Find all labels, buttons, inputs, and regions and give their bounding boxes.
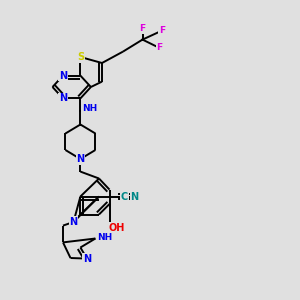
Text: S: S <box>77 52 84 62</box>
Text: N: N <box>83 254 91 264</box>
Text: N: N <box>130 191 138 202</box>
Text: OH: OH <box>109 223 125 233</box>
Text: F: F <box>157 44 163 52</box>
Text: N: N <box>59 93 67 103</box>
Text: F: F <box>140 24 146 33</box>
Text: N: N <box>76 154 85 164</box>
Text: N: N <box>59 70 67 81</box>
Text: NH: NH <box>98 232 112 242</box>
Text: C: C <box>121 191 128 202</box>
Text: N: N <box>69 217 78 227</box>
Text: F: F <box>159 26 165 35</box>
Text: NH: NH <box>82 104 98 113</box>
